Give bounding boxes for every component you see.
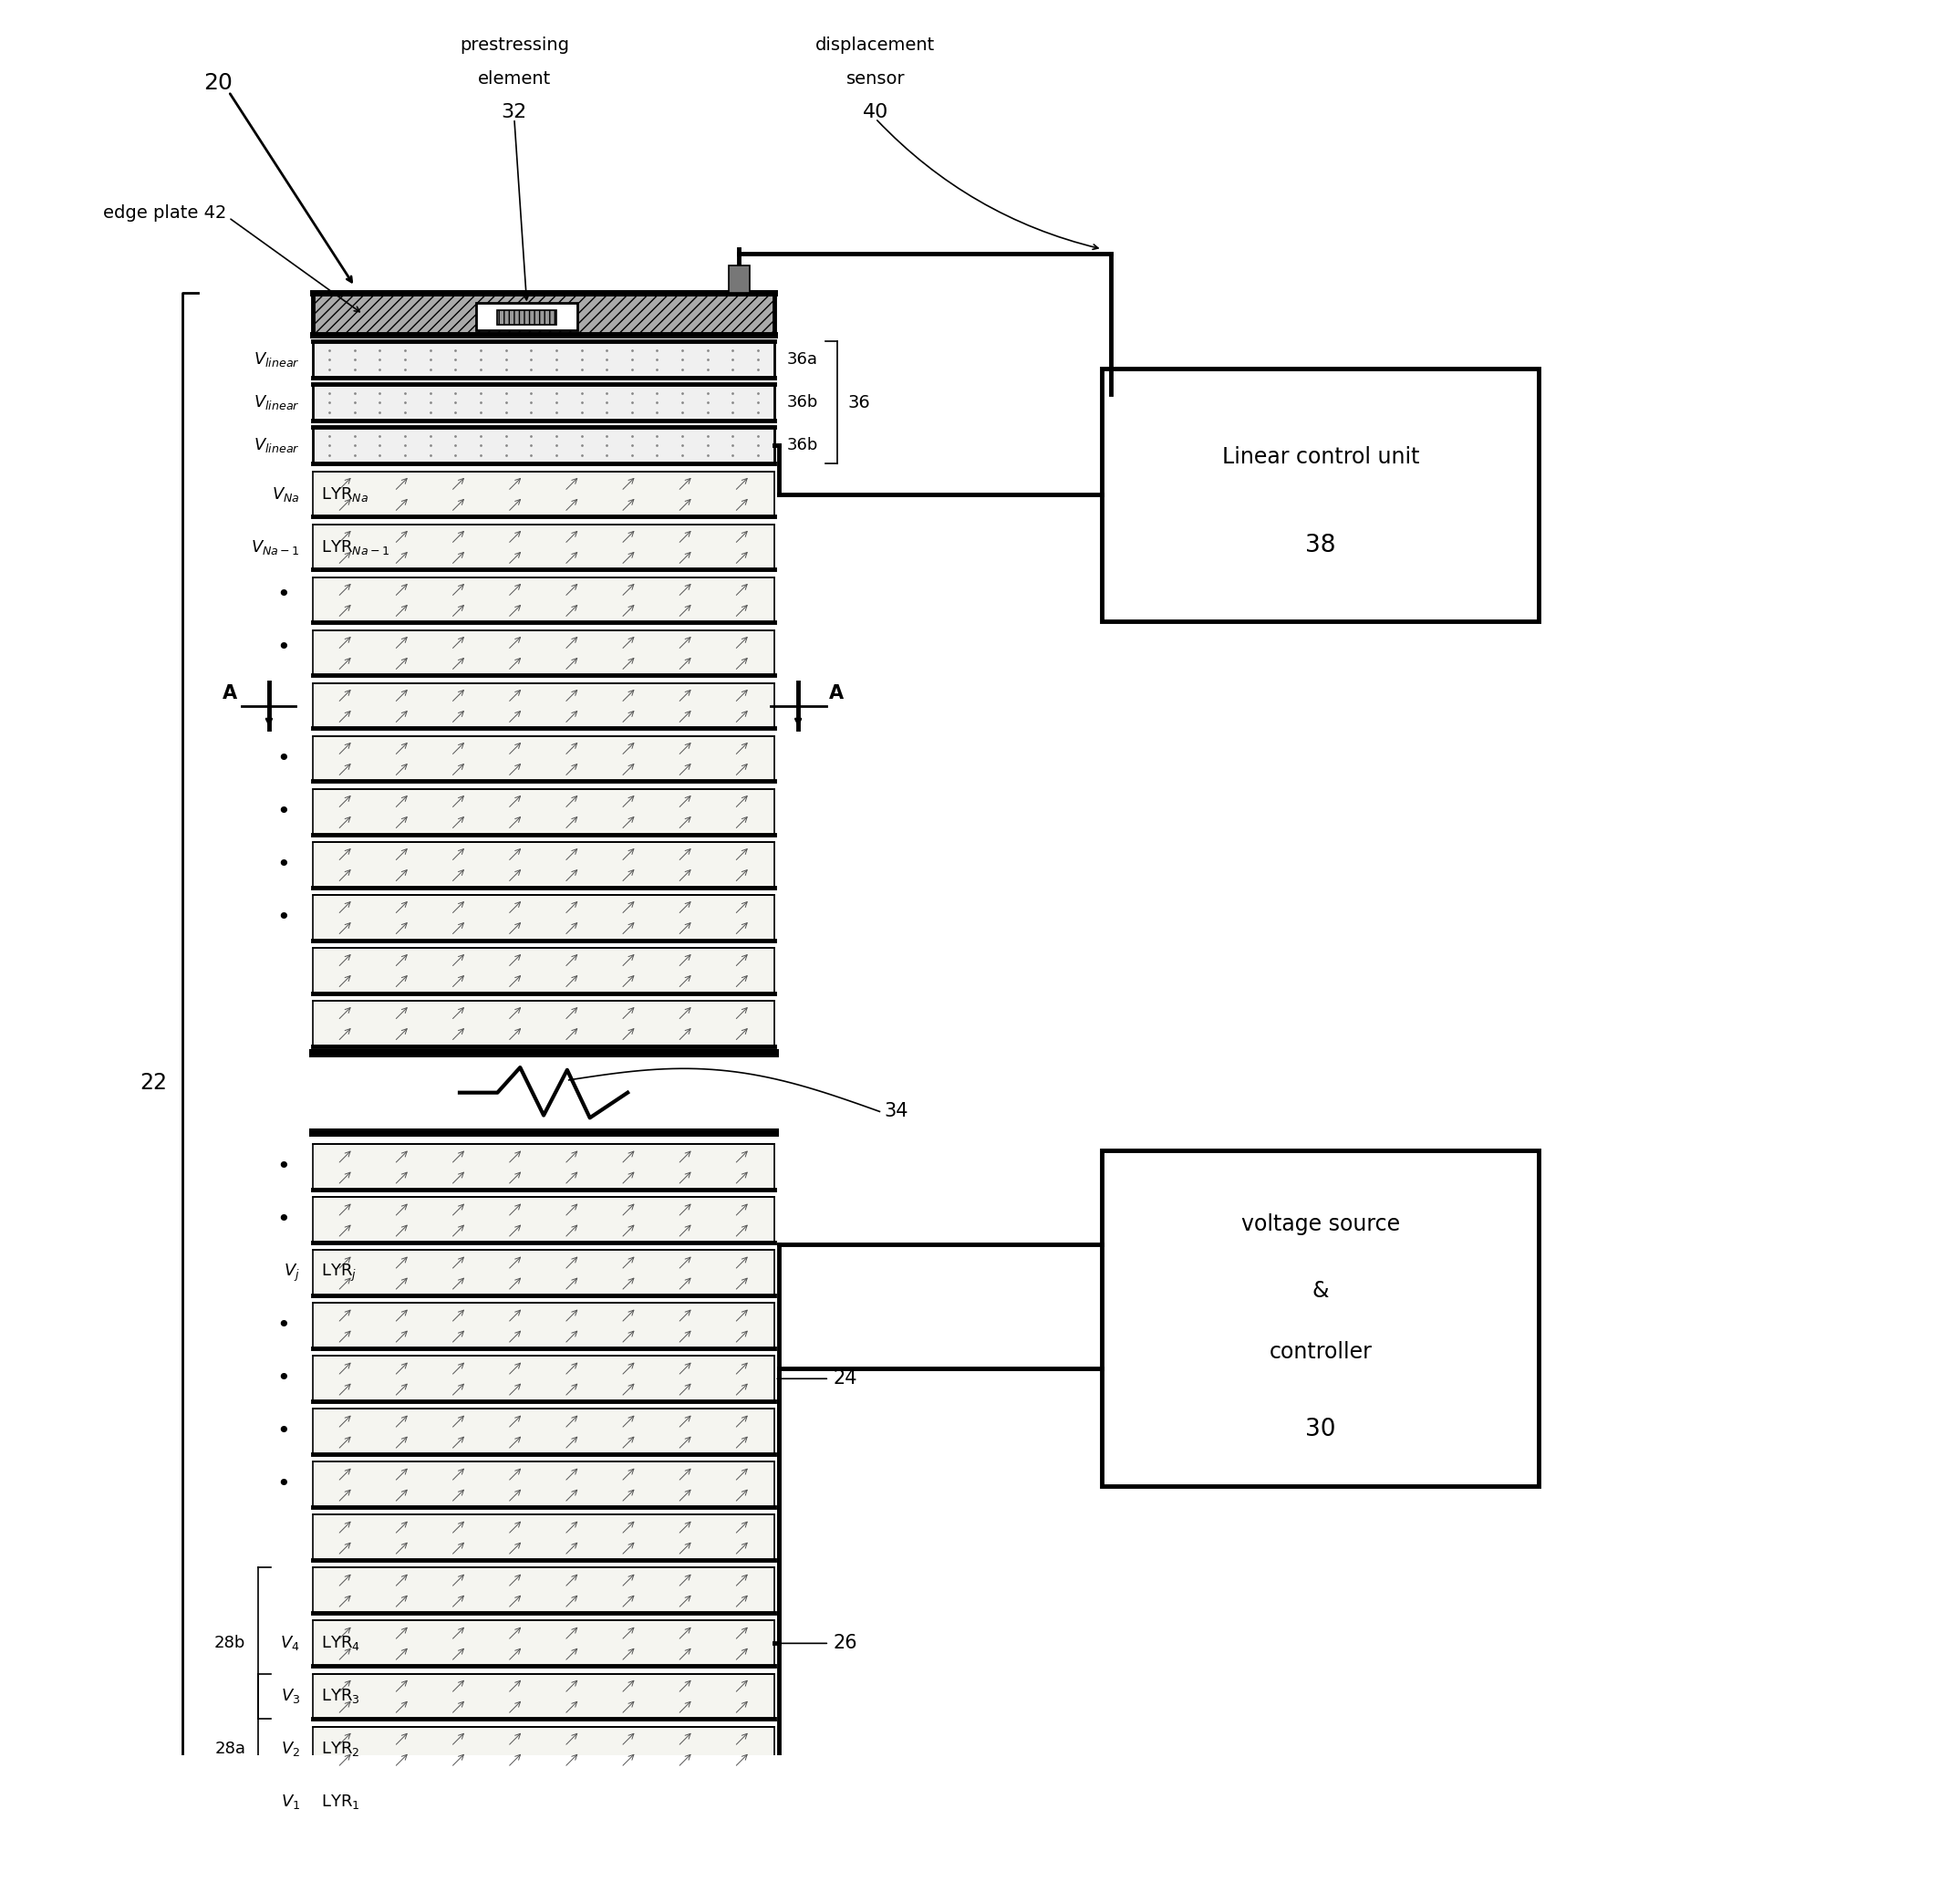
Text: 28b: 28b <box>214 1635 245 1652</box>
Text: •: • <box>276 1315 290 1336</box>
Text: •: • <box>276 1473 290 1496</box>
Bar <box>314 1250 774 1296</box>
Text: 24: 24 <box>833 1370 858 1387</box>
Text: •: • <box>276 638 290 658</box>
Text: $V_j$: $V_j$ <box>284 1262 300 1283</box>
Bar <box>476 303 578 331</box>
Bar <box>514 1854 572 1869</box>
Bar <box>729 266 749 293</box>
Bar <box>314 948 774 993</box>
Text: 20: 20 <box>204 72 233 93</box>
Bar <box>314 736 774 782</box>
Bar <box>314 1779 774 1825</box>
Bar <box>314 1673 774 1718</box>
Text: •: • <box>276 584 290 605</box>
Text: A: A <box>829 683 845 702</box>
Text: $V_{linear}$: $V_{linear}$ <box>255 350 300 369</box>
Bar <box>314 341 774 379</box>
Text: •: • <box>276 801 290 822</box>
Text: controller: controller <box>1270 1342 1372 1363</box>
Bar <box>314 1831 774 1873</box>
Text: 38: 38 <box>1305 533 1337 558</box>
Bar <box>314 1462 774 1507</box>
Text: •: • <box>276 748 290 769</box>
Text: 22: 22 <box>139 1071 167 1094</box>
Bar <box>314 293 774 335</box>
Text: 32: 32 <box>502 103 527 122</box>
Bar <box>314 384 774 421</box>
Text: 40: 40 <box>862 103 888 122</box>
Bar <box>314 894 774 940</box>
Text: 36b: 36b <box>788 394 819 411</box>
Text: 36b: 36b <box>788 438 819 453</box>
Text: Linear control unit: Linear control unit <box>1221 445 1419 468</box>
Text: •: • <box>276 1155 290 1178</box>
Bar <box>498 310 557 325</box>
Bar <box>314 472 774 518</box>
Bar <box>1102 1149 1539 1486</box>
Text: LYR$_1$: LYR$_1$ <box>321 1793 361 1812</box>
Text: LYR$_{Na-1}$: LYR$_{Na-1}$ <box>321 539 390 556</box>
Text: &: & <box>1311 1281 1329 1302</box>
Bar <box>314 1304 774 1349</box>
Bar <box>314 841 774 887</box>
Bar <box>314 577 774 622</box>
Bar <box>314 1144 774 1189</box>
Text: LYR$_4$: LYR$_4$ <box>321 1635 361 1652</box>
Text: $V_{Na}$: $V_{Na}$ <box>272 485 300 502</box>
Text: •: • <box>276 854 290 875</box>
Text: displacement: displacement <box>815 36 935 53</box>
Text: LYR$_3$: LYR$_3$ <box>321 1688 361 1705</box>
Text: 26: 26 <box>833 1635 858 1652</box>
Bar <box>314 1408 774 1454</box>
Text: 36: 36 <box>849 394 870 411</box>
Text: 30: 30 <box>1305 1418 1337 1441</box>
Bar <box>314 630 774 676</box>
Text: $V_1$: $V_1$ <box>280 1793 300 1812</box>
Text: sensor: sensor <box>847 70 906 88</box>
Text: A: A <box>221 683 237 702</box>
Text: element: element <box>478 70 551 88</box>
Text: 34: 34 <box>884 1102 907 1121</box>
Bar <box>1102 369 1539 620</box>
Text: LYR$_j$: LYR$_j$ <box>321 1262 357 1283</box>
Text: •: • <box>276 1368 290 1389</box>
Bar <box>314 426 774 464</box>
Bar <box>314 1001 774 1047</box>
Bar <box>494 1846 594 1873</box>
Text: 36a: 36a <box>788 352 817 367</box>
Text: prestressing: prestressing <box>459 36 568 53</box>
Text: $V_3$: $V_3$ <box>280 1688 300 1705</box>
Bar <box>314 523 774 569</box>
Bar <box>314 1726 774 1772</box>
Text: $V_{linear}$: $V_{linear}$ <box>255 436 300 455</box>
Bar <box>314 683 774 729</box>
Bar <box>314 1621 774 1665</box>
Bar <box>314 1197 774 1243</box>
Text: 28a: 28a <box>214 1741 245 1756</box>
Bar <box>314 1568 774 1614</box>
Text: LYR$_2$: LYR$_2$ <box>321 1739 361 1758</box>
Text: $V_2$: $V_2$ <box>280 1739 300 1758</box>
Text: edge plate 42: edge plate 42 <box>102 206 225 223</box>
Text: •: • <box>276 1422 290 1442</box>
Text: $V_{Na-1}$: $V_{Na-1}$ <box>251 539 300 556</box>
Text: voltage source: voltage source <box>1241 1212 1399 1235</box>
Text: •: • <box>276 906 290 929</box>
Bar <box>314 1357 774 1401</box>
Text: $V_4$: $V_4$ <box>280 1635 300 1652</box>
Text: LYR$_{Na}$: LYR$_{Na}$ <box>321 485 368 502</box>
Text: •: • <box>276 1208 290 1231</box>
Text: $V_{linear}$: $V_{linear}$ <box>255 394 300 411</box>
Bar <box>314 790 774 834</box>
Bar <box>314 1515 774 1560</box>
